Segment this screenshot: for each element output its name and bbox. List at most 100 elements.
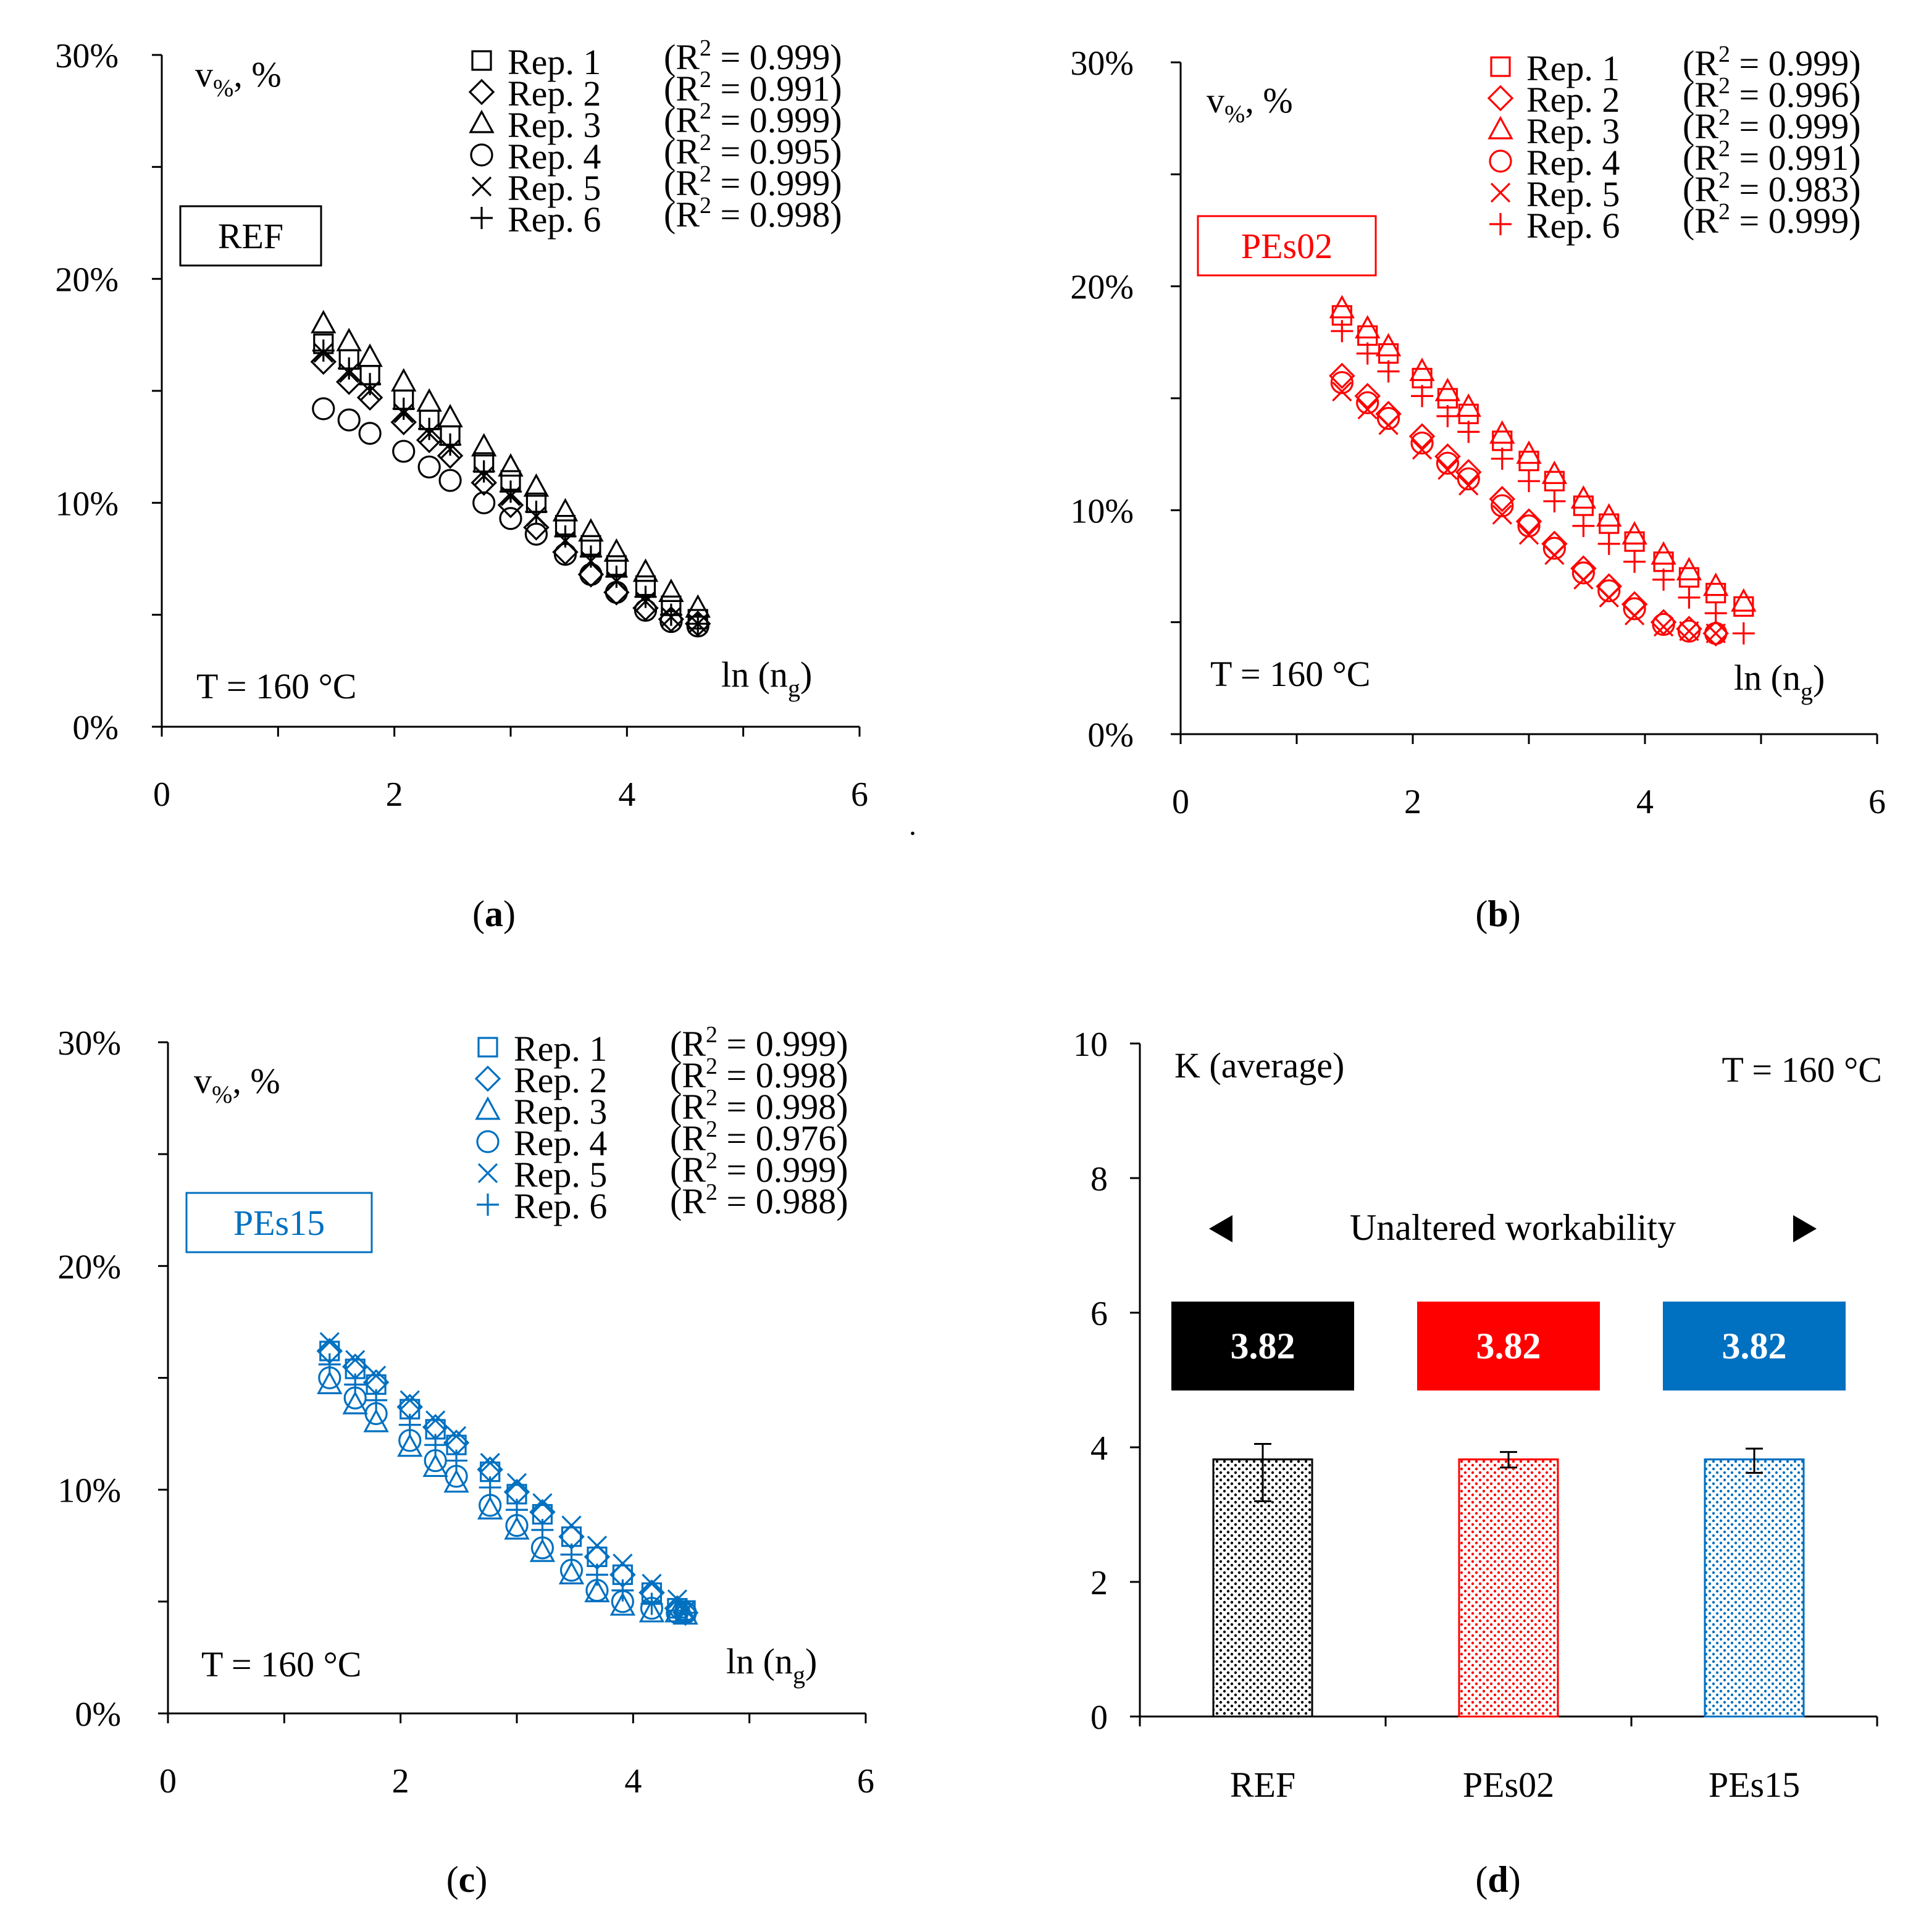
data-point-rep-6: [312, 339, 335, 362]
data-point-rep-4: [1491, 494, 1514, 517]
legend-marker: [477, 1194, 499, 1216]
legend-marker: [468, 78, 495, 106]
data-point-rep-3: [603, 538, 630, 562]
legend-label: Rep. 2: [1526, 80, 1620, 120]
x-tick-label: 4: [624, 1762, 642, 1800]
data-point-rep-4: [417, 455, 441, 479]
sample-label: PEs02: [1241, 226, 1333, 266]
panel-caption: (b): [1475, 893, 1520, 934]
legend-marker: [471, 207, 493, 229]
panel-caption: (d): [1475, 1859, 1520, 1900]
legend-marker: [477, 1037, 498, 1058]
data-point-rep-6: [500, 480, 522, 503]
legend-r2: (R2 = 0.991): [1683, 136, 1861, 178]
y-tick-label: 30%: [57, 1024, 121, 1063]
data-point-rep-3: [311, 309, 337, 333]
data-point-rep-3: [437, 404, 463, 428]
data-point-rep-5: [532, 1493, 553, 1513]
panel-c-scatter: 0% 10% 20% 30% 0 2 4 6 v%, % ln (ng) T = 160 °C PEs…: [57, 1022, 874, 1900]
data-point-rep-5: [319, 1332, 340, 1352]
legend-r2: (R2 = 0.991): [664, 67, 842, 109]
legend-marker: [1489, 213, 1512, 235]
data-point-rep-6: [344, 1373, 367, 1396]
data-point-rep-6: [479, 1476, 501, 1499]
y-tick-label: 8: [1090, 1160, 1108, 1198]
legend-r2: (R2 = 0.999): [1683, 104, 1861, 146]
data-point-rep-3: [357, 343, 383, 367]
data-point-rep-6: [365, 1389, 388, 1411]
x-tick-label: 6: [1868, 783, 1886, 821]
data-point-rep-4: [1623, 597, 1646, 621]
y-tick-label: 30%: [1070, 44, 1134, 83]
data-point-rep-3: [363, 1408, 389, 1432]
data-point-rep-5: [667, 1589, 688, 1610]
data-point-rep-6: [579, 545, 602, 568]
data-point-rep-2: [577, 561, 605, 588]
legend-r2: (R2 = 0.998): [670, 1085, 848, 1127]
data-point-rep-4: [524, 522, 548, 546]
data-point-rep-3: [632, 558, 659, 582]
y-axis-label: v%, %: [195, 54, 282, 102]
legend-marker: [470, 143, 493, 167]
data-point-rep-4: [1330, 371, 1354, 395]
data-point-rep-6: [359, 373, 382, 396]
data-point-rep-2: [1354, 383, 1381, 409]
data-point-rep-4: [358, 422, 382, 445]
legend-r2: (R2 = 0.999): [670, 1148, 848, 1190]
data-point-rep-6: [445, 1449, 468, 1472]
y-tick-label: 0%: [75, 1696, 121, 1734]
data-point-rep-5: [506, 1473, 527, 1493]
data-point-rep-3: [504, 1516, 530, 1540]
data-point-rep-2: [1455, 459, 1482, 485]
data-point-rep-2: [437, 442, 464, 469]
data-point-rep-2: [390, 409, 417, 436]
data-point-rep-3: [529, 1538, 556, 1562]
y-tick-label: 0: [1090, 1699, 1108, 1737]
data-point-rep-2: [1408, 423, 1436, 450]
legend-label: Rep. 1: [508, 42, 601, 82]
x-tick-label: 6: [857, 1762, 874, 1800]
legend-label: Rep. 1: [514, 1029, 607, 1069]
panel-caption: (a): [472, 893, 516, 934]
data-point-rep-6: [1652, 568, 1675, 591]
data-point-rep-5: [1492, 504, 1512, 525]
legend-r2: (R2 = 0.999): [670, 1022, 848, 1064]
data-point-rep-6: [424, 1434, 447, 1457]
data-point-rep-4: [1457, 467, 1480, 491]
y-title: K (average): [1174, 1045, 1344, 1085]
data-point-rep-3: [317, 1371, 343, 1394]
legend-label: Rep. 6: [1526, 206, 1620, 246]
data-point-rep-6: [605, 566, 628, 588]
y-tick-label: 10%: [1070, 492, 1134, 530]
x-axis-label: ln (ng): [726, 1641, 817, 1689]
data-point-rep-4: [1542, 537, 1566, 560]
x-axis-label: ln (ng): [1734, 658, 1825, 705]
data-point-rep-6: [418, 417, 441, 440]
legend-marker: [1487, 85, 1514, 112]
legend-r2: (R2 = 0.999): [1683, 199, 1861, 241]
data-point-rep-6: [585, 1563, 608, 1586]
x-tick-label: 0: [153, 776, 170, 814]
y-tick-label: 30%: [55, 37, 119, 75]
sample-label-box: [179, 205, 322, 267]
data-point-rep-5: [446, 1426, 467, 1446]
legend-label: Rep. 5: [508, 168, 601, 208]
data-point-rep-2: [335, 369, 362, 395]
legend-marker: [1490, 182, 1511, 203]
panel-caption: (c): [446, 1859, 488, 1900]
data-point-rep-3: [1409, 358, 1435, 382]
legend-label: Rep. 4: [514, 1123, 607, 1163]
legend-r2: (R2 = 0.999): [664, 161, 842, 203]
data-point-rep-6: [1457, 420, 1480, 443]
panel-d-bar: 0 2 4 6 8 10 REF 3.82 PEs02 3.82 PEs15 3.82 K (avera…: [1073, 1026, 1882, 1900]
legend-marker: [1489, 149, 1512, 173]
data-point-rep-4: [1652, 613, 1675, 636]
legend-marker: [474, 1065, 501, 1092]
temperature-label: T = 160 °C: [1210, 654, 1370, 694]
legend-label: Rep. 3: [1526, 111, 1620, 151]
data-point-rep-6: [1572, 514, 1595, 537]
legend-r2: (R2 = 0.996): [1683, 73, 1861, 115]
data-point-rep-3: [336, 327, 362, 351]
data-point-rep-6: [640, 1592, 663, 1615]
data-point-rep-5: [1599, 587, 1619, 608]
